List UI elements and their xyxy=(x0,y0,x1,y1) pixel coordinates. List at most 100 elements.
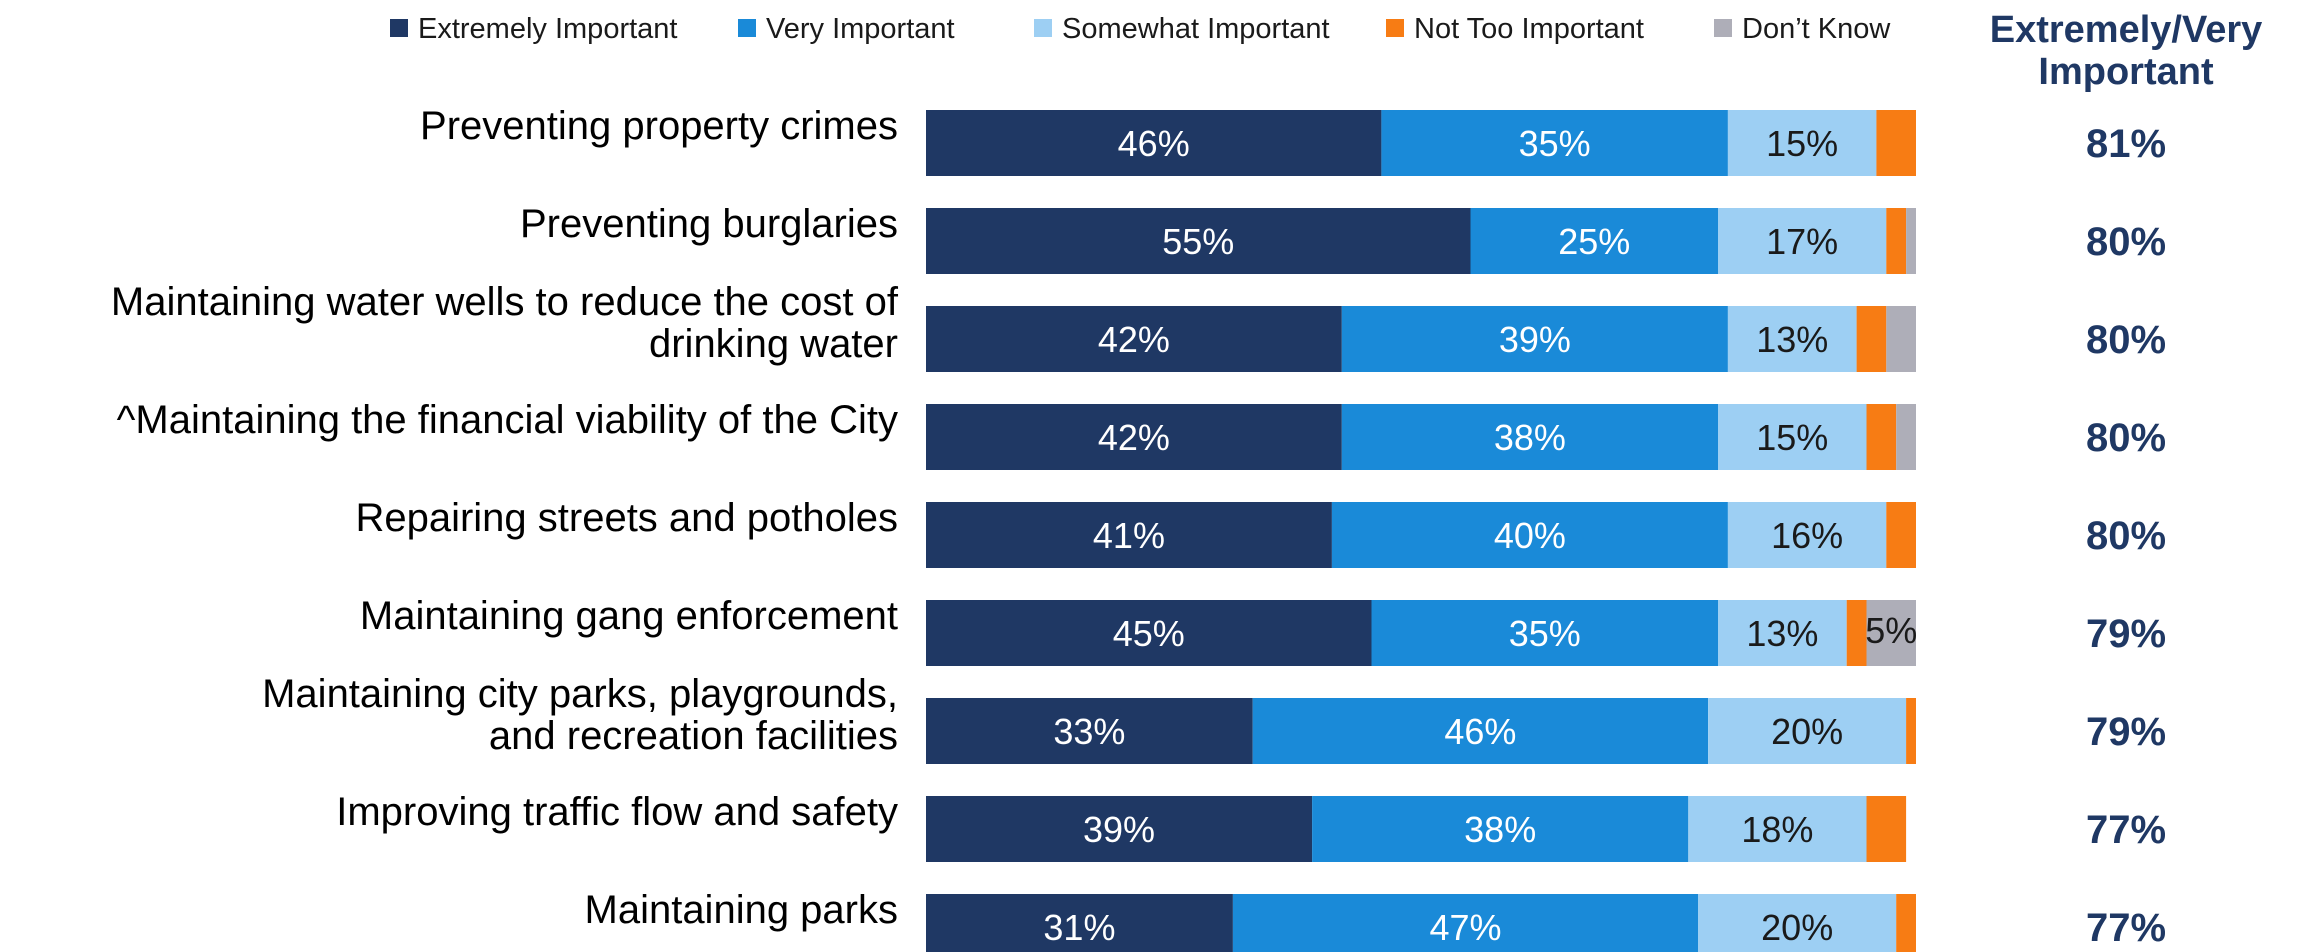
total-value: 80% xyxy=(2086,220,2166,264)
legend-swatch xyxy=(738,19,756,37)
total-value: 79% xyxy=(2086,710,2166,754)
total-value: 80% xyxy=(2086,514,2166,558)
bar-segment-not-too-important xyxy=(1866,796,1907,862)
total-value: 80% xyxy=(2086,318,2166,362)
totals-header-line: Important xyxy=(2038,51,2214,93)
legend-label: Not Too Important xyxy=(1414,13,1644,45)
data-label: 13% xyxy=(1746,613,1818,654)
bar-segment-don-t-know xyxy=(1866,600,1916,666)
legend: Extremely Important Very Important Somewha… xyxy=(390,13,1891,45)
category-label: Maintaining parks xyxy=(585,888,899,932)
legend-label: Somewhat Important xyxy=(1062,13,1330,45)
data-label: 46% xyxy=(1444,711,1516,752)
total-value: 77% xyxy=(2086,906,2166,950)
category-label: Improving traffic flow and safety xyxy=(336,790,898,834)
category-label: Preventing burglaries xyxy=(520,202,898,246)
category-label-line: drinking water xyxy=(649,322,898,366)
bar-segment-very-important xyxy=(1371,600,1718,666)
bar-segment-don-t-know xyxy=(1906,208,1916,274)
data-label: 18% xyxy=(1741,809,1813,850)
category-label: Preventing property crimes xyxy=(420,104,898,148)
bar-segment-very-important xyxy=(1341,404,1718,470)
bar-segment-somewhat-important xyxy=(1708,698,1907,764)
bar-segment-somewhat-important xyxy=(1727,306,1857,372)
legend-swatch xyxy=(390,19,408,37)
data-label: 13% xyxy=(1756,319,1828,360)
bar-row-improving-traffic-flow-and-safety: Improving traffic flow and safety 39% 38% 1… xyxy=(336,790,2166,862)
category-label: Maintaining water wells to reduce the co… xyxy=(111,280,899,366)
bar-segment-extremely-important xyxy=(926,796,1313,862)
bar-segment-somewhat-important xyxy=(1718,600,1847,666)
bar-segment-very-important xyxy=(1381,110,1728,176)
bar-segment-extremely-important xyxy=(926,894,1233,952)
data-label: 5% xyxy=(1865,610,1917,651)
bar-segment-somewhat-important xyxy=(1698,894,1897,952)
bar-segment-extremely-important xyxy=(926,502,1332,568)
data-label: 40% xyxy=(1494,515,1566,556)
bar-segment-extremely-important xyxy=(926,208,1471,274)
totals-header-line: Extremely/Very xyxy=(1990,9,2263,51)
bar-segment-not-too-important xyxy=(1906,698,1916,764)
bar-row-maintaining-parks: Maintaining parks 31% 47% 20% 77% xyxy=(585,888,2166,952)
bar-segment-very-important xyxy=(1331,502,1728,568)
bar-segment-somewhat-important xyxy=(1718,404,1867,470)
category-label: ^Maintaining the financial viability of … xyxy=(117,398,898,442)
bar-segment-not-too-important xyxy=(1876,110,1916,176)
bar-segment-not-too-important xyxy=(1896,894,1916,952)
data-label: 20% xyxy=(1771,711,1843,752)
bar-segment-extremely-important xyxy=(926,110,1382,176)
bar-segment-very-important xyxy=(1470,208,1718,274)
bar-segment-don-t-know xyxy=(1886,306,1916,372)
bar-segment-extremely-important xyxy=(926,306,1342,372)
bar-segment-very-important xyxy=(1232,894,1699,952)
bar-segment-not-too-important xyxy=(1856,306,1887,372)
bar-row-repairing-streets-and-potholes: Repairing streets and potholes 41% 40% 16% 8… xyxy=(355,496,2166,568)
total-value: 79% xyxy=(2086,612,2166,656)
bar-segment-not-too-important xyxy=(1886,208,1907,274)
bar-segment-somewhat-important xyxy=(1727,110,1877,176)
category-label: Maintaining gang enforcement xyxy=(360,594,898,638)
category-label-line: and recreation facilities xyxy=(489,714,898,758)
data-label: 31% xyxy=(1043,907,1115,948)
data-label: 35% xyxy=(1509,613,1581,654)
bar-segment-somewhat-important xyxy=(1727,502,1887,568)
bar-segment-extremely-important xyxy=(926,600,1372,666)
bar-rows: Preventing property crimes 46% 35% 15% 81%Pr… xyxy=(111,104,2166,952)
bar-row-maintaining-gang-enforcement: Maintaining gang enforcement 45% 35% 13% 5% 7… xyxy=(360,594,2166,666)
bar-segment-somewhat-important xyxy=(1688,796,1867,862)
data-label: 55% xyxy=(1162,221,1234,262)
data-label: 45% xyxy=(1113,613,1185,654)
bar-segment-not-too-important xyxy=(1866,404,1897,470)
data-label: 38% xyxy=(1464,809,1536,850)
category-label-line: Maintaining city parks, playgrounds, xyxy=(262,672,898,716)
legend-item-extremely-important: Extremely Important xyxy=(390,13,677,45)
legend-swatch xyxy=(1386,19,1404,37)
data-label: 39% xyxy=(1083,809,1155,850)
total-value: 80% xyxy=(2086,416,2166,460)
legend-label: Don’t Know xyxy=(1742,13,1891,45)
bar-segment-somewhat-important xyxy=(1718,208,1887,274)
bar-segment-extremely-important xyxy=(926,404,1342,470)
bar-row-preventing-burglaries: Preventing burglaries 55% 25% 17% 80% xyxy=(520,202,2166,274)
data-label: 46% xyxy=(1118,123,1190,164)
data-label: 33% xyxy=(1053,711,1125,752)
data-label: 41% xyxy=(1093,515,1165,556)
legend-label: Extremely Important xyxy=(418,13,677,45)
bar-segment-not-too-important xyxy=(1886,502,1916,568)
legend-label: Very Important xyxy=(766,13,955,45)
bar-segment-very-important xyxy=(1341,306,1728,372)
data-label: 38% xyxy=(1494,417,1566,458)
category-label-line: Maintaining water wells to reduce the co… xyxy=(111,280,899,324)
legend-item-not-too-important: Not Too Important xyxy=(1386,13,1644,45)
legend-swatch xyxy=(1714,19,1732,37)
bar-row-maintaining-city-parks-playgrounds-and-recreation-facilities: Maintaining city parks, playgrounds, and … xyxy=(262,672,2166,764)
data-label: 25% xyxy=(1558,221,1630,262)
bar-row-maintaining-water-wells-to-reduce-the-cost-of-drinking-water: Maintaining water wells to reduce the co… xyxy=(111,280,2166,372)
bar-row-maintaining-the-financial-viability-of-the-city: ^Maintaining the financial viability of … xyxy=(117,398,2166,470)
data-label: 47% xyxy=(1430,907,1502,948)
data-label: 35% xyxy=(1519,123,1591,164)
data-label: 17% xyxy=(1766,221,1838,262)
legend-item-somewhat-important: Somewhat Important xyxy=(1034,13,1330,45)
